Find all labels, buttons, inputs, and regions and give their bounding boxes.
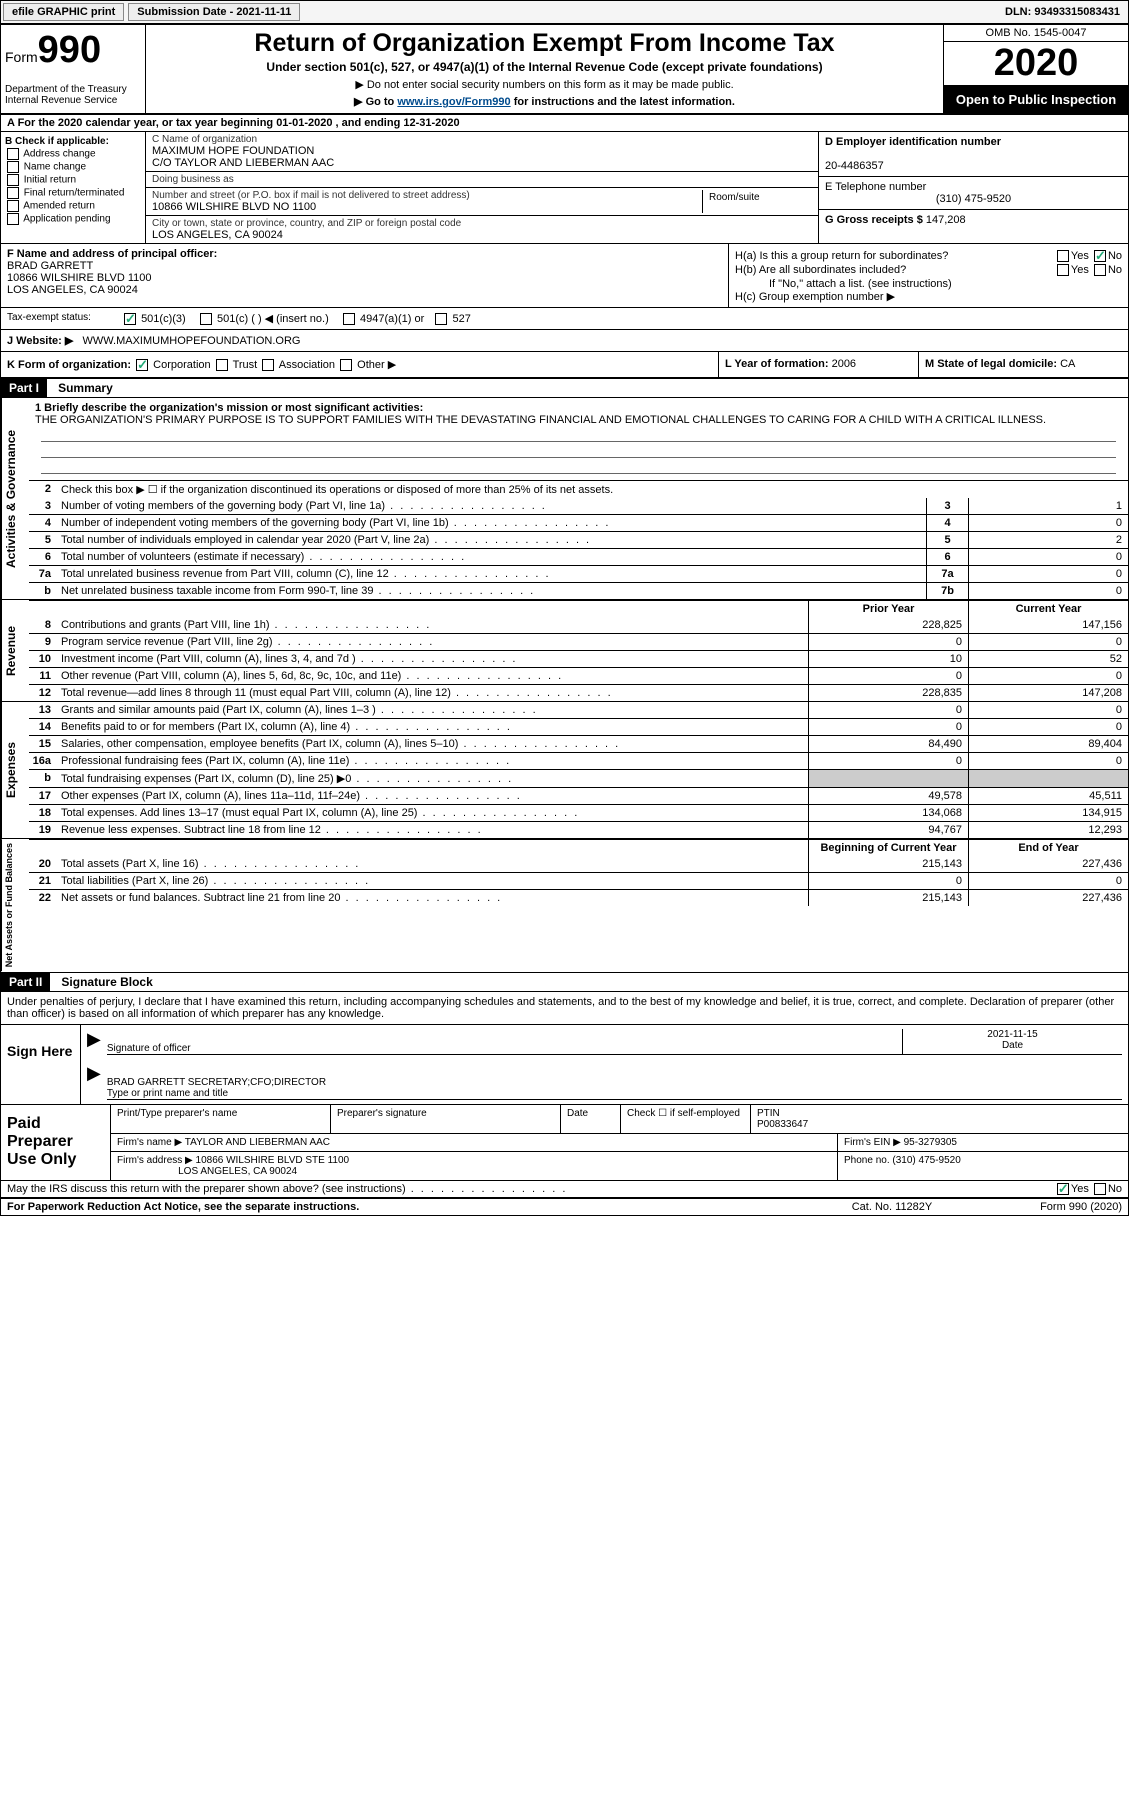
line-12: 12Total revenue—add lines 8 through 11 (… <box>29 684 1128 701</box>
mission-text: THE ORGANIZATION'S PRIMARY PURPOSE IS TO… <box>35 414 1046 426</box>
line-10: 10Investment income (Part VIII, column (… <box>29 650 1128 667</box>
state-domicile: CA <box>1060 358 1075 370</box>
form-title: Return of Organization Exempt From Incom… <box>154 29 935 58</box>
form-footer: Form 990 (2020) <box>962 1201 1122 1213</box>
chk-initial[interactable]: Initial return <box>5 174 141 186</box>
paperwork-notice: For Paperwork Reduction Act Notice, see … <box>7 1201 822 1213</box>
sign-date: 2021-11-15 <box>903 1029 1122 1040</box>
efile-button[interactable]: efile GRAPHIC print <box>3 3 124 21</box>
chk-pending[interactable]: Application pending <box>5 213 141 225</box>
form-subtitle: Under section 501(c), 527, or 4947(a)(1)… <box>154 60 935 74</box>
notice-link: ▶ Go to www.irs.gov/Form990 for instruct… <box>154 95 935 108</box>
line-b: bTotal fundraising expenses (Part IX, co… <box>29 769 1128 787</box>
officer-name: BRAD GARRETT <box>7 260 93 272</box>
tax-exempt-label: Tax-exempt status: <box>1 308 116 329</box>
form-header: Form990 Department of the Treasury Inter… <box>1 25 1128 115</box>
line-14: 14Benefits paid to or for members (Part … <box>29 718 1128 735</box>
sign-here-label: Sign Here <box>1 1025 81 1104</box>
year-formed: 2006 <box>832 358 856 370</box>
chk-amended[interactable]: Amended return <box>5 200 141 212</box>
section-h: H(a) Is this a group return for subordin… <box>728 244 1128 307</box>
notice-ssn: ▶ Do not enter social security numbers o… <box>154 78 935 91</box>
part2-title: Signature Block <box>53 973 160 991</box>
chk-final[interactable]: Final return/terminated <box>5 187 141 199</box>
org-care-of: C/O TAYLOR AND LIEBERMAN AAC <box>152 157 812 169</box>
chk-address[interactable]: Address change <box>5 148 141 160</box>
street: 10866 WILSHIRE BLVD NO 1100 <box>152 201 702 213</box>
section-b: B Check if applicable: Address change Na… <box>1 132 146 243</box>
section-f: F Name and address of principal officer:… <box>1 244 728 307</box>
paid-preparer-label: Paid Preparer Use Only <box>1 1105 111 1180</box>
section-d: D Employer identification number 20-4486… <box>818 132 1128 243</box>
vtab-revenue: Revenue <box>1 600 29 701</box>
chk-name[interactable]: Name change <box>5 161 141 173</box>
section-c: C Name of organization MAXIMUM HOPE FOUN… <box>146 132 818 243</box>
line-22: 22Net assets or fund balances. Subtract … <box>29 889 1128 906</box>
irs-link[interactable]: www.irs.gov/Form990 <box>397 96 510 108</box>
department: Department of the Treasury Internal Reve… <box>5 84 141 106</box>
city: LOS ANGELES, CA 90024 <box>152 229 812 241</box>
officer-name-title: BRAD GARRETT SECRETARY;CFO;DIRECTOR <box>107 1077 1122 1088</box>
line-8: 8Contributions and grants (Part VIII, li… <box>29 617 1128 633</box>
line-13: 13Grants and similar amounts paid (Part … <box>29 702 1128 718</box>
tax-year: 2020 <box>944 42 1128 86</box>
telephone: (310) 475-9520 <box>825 193 1122 205</box>
website: WWW.MAXIMUMHOPEFOUNDATION.ORG <box>83 335 301 347</box>
room-suite: Room/suite <box>702 190 812 213</box>
vtab-governance: Activities & Governance <box>1 398 29 599</box>
declaration: Under penalties of perjury, I declare th… <box>1 992 1128 1025</box>
firm-phone: (310) 475-9520 <box>892 1155 960 1166</box>
submission-date: Submission Date - 2021-11-11 <box>128 3 300 21</box>
dln: DLN: 93493315083431 <box>997 4 1128 20</box>
org-name: MAXIMUM HOPE FOUNDATION <box>152 145 812 157</box>
ptin: P00833647 <box>757 1119 808 1130</box>
line-15: 15Salaries, other compensation, employee… <box>29 735 1128 752</box>
line-19: 19Revenue less expenses. Subtract line 1… <box>29 821 1128 838</box>
line-7a: 7aTotal unrelated business revenue from … <box>29 565 1128 582</box>
open-public: Open to Public Inspection <box>944 86 1128 113</box>
line-5: 5Total number of individuals employed in… <box>29 531 1128 548</box>
vtab-expenses: Expenses <box>1 702 29 838</box>
cat-no: Cat. No. 11282Y <box>822 1201 962 1213</box>
line-17: 17Other expenses (Part IX, column (A), l… <box>29 787 1128 804</box>
line-b: bNet unrelated business taxable income f… <box>29 582 1128 599</box>
form-number: 990 <box>38 29 101 71</box>
line-4: 4Number of independent voting members of… <box>29 514 1128 531</box>
row-a-period: A For the 2020 calendar year, or tax yea… <box>1 115 1128 132</box>
signature-arrow-icon: ▶ <box>87 1029 107 1055</box>
part1-header: Part I <box>1 379 47 397</box>
gross-receipts: 147,208 <box>926 214 966 226</box>
line-6: 6Total number of volunteers (estimate if… <box>29 548 1128 565</box>
line-9: 9Program service revenue (Part VIII, lin… <box>29 633 1128 650</box>
line-20: 20Total assets (Part X, line 16)215,1432… <box>29 856 1128 872</box>
signature-arrow-icon: ▶ <box>87 1063 107 1100</box>
line-16a: 16aProfessional fundraising fees (Part I… <box>29 752 1128 769</box>
line-18: 18Total expenses. Add lines 13–17 (must … <box>29 804 1128 821</box>
ein: 20-4486357 <box>825 160 1122 172</box>
part1-title: Summary <box>50 379 121 397</box>
firm-name: TAYLOR AND LIEBERMAN AAC <box>185 1137 330 1148</box>
part2-header: Part II <box>1 973 50 991</box>
vtab-netassets: Net Assets or Fund Balances <box>1 839 29 971</box>
topbar: efile GRAPHIC print Submission Date - 20… <box>1 1 1128 25</box>
line-3: 3Number of voting members of the governi… <box>29 498 1128 514</box>
form-word: Form <box>5 49 38 65</box>
firm-ein: 95-3279305 <box>904 1137 957 1148</box>
omb-number: OMB No. 1545-0047 <box>944 25 1128 42</box>
line-21: 21Total liabilities (Part X, line 26)00 <box>29 872 1128 889</box>
line-11: 11Other revenue (Part VIII, column (A), … <box>29 667 1128 684</box>
